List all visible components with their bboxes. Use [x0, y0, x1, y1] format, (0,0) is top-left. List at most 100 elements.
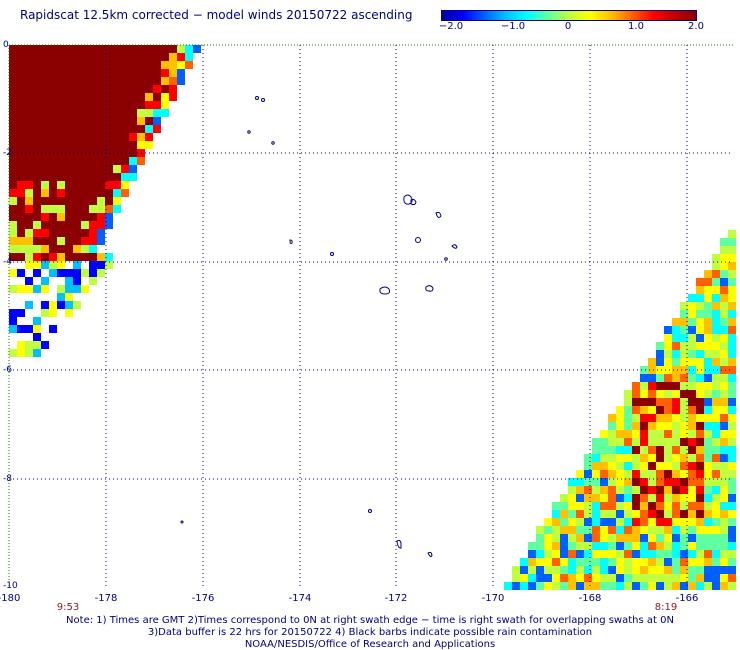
- swath-cell: [600, 542, 608, 550]
- swath-cell: [25, 141, 33, 149]
- swath-cell: [81, 229, 89, 237]
- swath-cell: [600, 550, 608, 558]
- swath-cell: [728, 366, 736, 374]
- swath-cell: [169, 77, 177, 85]
- swath-cell: [65, 53, 73, 61]
- swath-cell: [49, 229, 57, 237]
- swath-cell: [640, 486, 648, 494]
- swath-cell: [65, 309, 73, 317]
- swath-cell: [105, 189, 113, 197]
- swath-cell: [129, 173, 137, 181]
- swath-cell: [57, 85, 65, 93]
- swath-cell: [600, 510, 608, 518]
- swath-cell: [680, 310, 688, 318]
- swath-cell: [704, 494, 712, 502]
- swath-cell: [57, 133, 65, 141]
- swath-cell: [25, 325, 33, 333]
- swath-cell: [113, 77, 121, 85]
- swath-cell: [65, 285, 73, 293]
- swath-cell: [704, 406, 712, 414]
- swath-cell: [696, 518, 704, 526]
- swath-cell: [632, 430, 640, 438]
- swath-cell: [592, 566, 600, 574]
- swath-cell: [17, 237, 25, 245]
- swath-cell: [728, 558, 736, 566]
- swath-cell: [17, 101, 25, 109]
- swath-cell: [49, 69, 57, 77]
- swath-cell: [105, 197, 113, 205]
- swath-cell: [592, 526, 600, 534]
- swath-cell: [17, 229, 25, 237]
- swath-cell: [704, 534, 712, 542]
- swath-cell: [49, 221, 57, 229]
- swath-cell: [73, 285, 81, 293]
- swath-cell: [568, 502, 576, 510]
- swath-cell: [648, 510, 656, 518]
- swath-cell: [49, 173, 57, 181]
- swath-cell: [568, 582, 576, 590]
- swath-cell: [672, 438, 680, 446]
- swath-cell: [560, 510, 568, 518]
- swath-cell: [680, 446, 688, 454]
- swath-cell: [720, 294, 728, 302]
- swath-cell: [696, 510, 704, 518]
- swath-cell: [640, 406, 648, 414]
- swath-cell: [664, 326, 672, 334]
- swath-cell: [688, 518, 696, 526]
- swath-cell: [624, 438, 632, 446]
- swath-cell: [129, 165, 137, 173]
- swath-cell: [600, 582, 608, 590]
- swath-cell: [97, 69, 105, 77]
- swath-cell: [672, 318, 680, 326]
- swath-cell: [105, 141, 113, 149]
- swath-cell: [616, 550, 624, 558]
- swath-cell: [81, 53, 89, 61]
- swath-cell: [728, 326, 736, 334]
- swath-cell: [616, 454, 624, 462]
- swath-cell: [688, 430, 696, 438]
- swath-cell: [600, 454, 608, 462]
- swath-cell: [592, 470, 600, 478]
- swath-cell: [640, 574, 648, 582]
- island: [289, 239, 293, 245]
- swath-cell: [648, 526, 656, 534]
- swath-cell: [97, 269, 105, 277]
- swath-cell: [616, 566, 624, 574]
- swath-cell: [576, 526, 584, 534]
- swath-cell: [512, 582, 520, 590]
- y-tick: 0: [3, 40, 9, 50]
- swath-cell: [33, 309, 41, 317]
- swath-cell: [600, 494, 608, 502]
- swath-cell: [81, 141, 89, 149]
- swath-cell: [672, 446, 680, 454]
- swath-cell: [41, 125, 49, 133]
- swath-cell: [640, 542, 648, 550]
- swath-cell: [632, 398, 640, 406]
- swath-cell: [712, 542, 720, 550]
- swath-cell: [97, 85, 105, 93]
- swath-cell: [648, 422, 656, 430]
- swath-cell: [664, 438, 672, 446]
- swath-cell: [137, 109, 145, 117]
- swath-cell: [728, 582, 736, 590]
- swath-cell: [568, 534, 576, 542]
- swath-cell: [648, 582, 656, 590]
- swath-cell: [25, 229, 33, 237]
- map-title: Rapidscat 12.5km corrected − model winds…: [20, 8, 413, 22]
- swath-cell: [728, 270, 736, 278]
- swath-cell: [608, 478, 616, 486]
- swath-cell: [105, 93, 113, 101]
- swath-cell: [113, 133, 121, 141]
- swath-cell: [121, 165, 129, 173]
- swath-cell: [592, 510, 600, 518]
- swath-cell: [608, 518, 616, 526]
- swath-cell: [728, 414, 736, 422]
- swath-cell: [728, 494, 736, 502]
- swath-cell: [544, 550, 552, 558]
- swath-cell: [624, 574, 632, 582]
- swath-cell: [9, 93, 17, 101]
- swath-cell: [89, 125, 97, 133]
- swath-cell: [720, 446, 728, 454]
- swath-cell: [672, 534, 680, 542]
- swath-cell: [97, 61, 105, 69]
